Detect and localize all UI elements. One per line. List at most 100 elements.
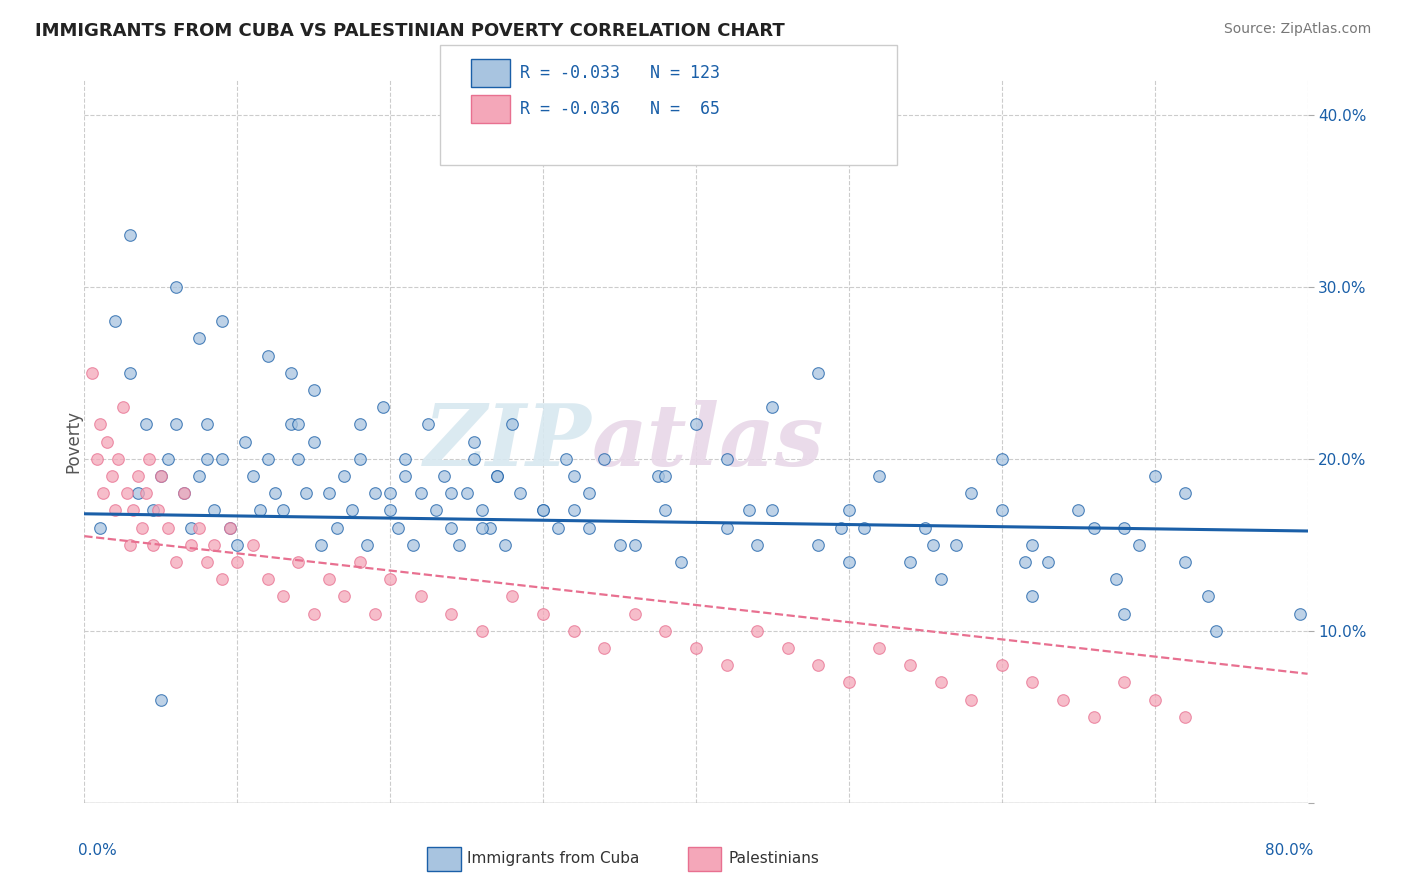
Point [1174,486,1197,500]
Point [280,417,302,432]
Point [302,434,325,449]
Point [647,469,669,483]
Point [80,366,103,380]
Point [494,538,516,552]
Point [333,590,356,604]
Point [685,417,707,432]
Point [86,451,108,466]
Point [180,538,202,552]
Point [1114,675,1136,690]
Point [929,675,952,690]
Point [195,451,218,466]
Point [202,503,225,517]
Point [838,555,860,569]
Point [394,469,416,483]
Point [142,538,165,552]
Point [1021,590,1043,604]
Point [1174,710,1197,724]
Point [202,538,225,552]
Y-axis label: Poverty: Poverty [65,410,82,473]
Point [654,624,676,638]
Point [135,417,157,432]
Point [165,555,187,569]
Point [761,503,783,517]
Point [127,469,149,483]
Point [991,451,1014,466]
Point [531,503,554,517]
Point [218,520,240,534]
Point [1197,590,1219,604]
Point [122,503,145,517]
Point [1021,675,1043,690]
Point [1174,555,1197,569]
Point [747,624,769,638]
Point [562,624,585,638]
Point [402,538,425,552]
Point [502,590,524,604]
Point [311,538,333,552]
Point [226,555,249,569]
Point [1052,692,1074,706]
Point [271,590,294,604]
Point [257,451,280,466]
Point [364,486,387,500]
Point [257,349,280,363]
Point [138,451,160,466]
Point [869,469,891,483]
Point [135,486,157,500]
Point [165,417,187,432]
Point [440,607,463,621]
Point [242,469,264,483]
Point [104,314,127,328]
Point [531,503,554,517]
Point [807,366,830,380]
Text: R = -0.036   N =  65: R = -0.036 N = 65 [520,100,720,118]
Point [838,503,860,517]
Point [471,503,494,517]
Point [233,434,256,449]
Point [624,607,647,621]
Point [149,469,172,483]
Point [478,520,501,534]
Point [349,555,371,569]
Point [249,503,271,517]
Point [131,520,153,534]
Point [562,469,585,483]
Text: Source: ZipAtlas.com: Source: ZipAtlas.com [1223,22,1371,37]
Point [149,469,172,483]
Point [609,538,631,552]
Point [960,486,983,500]
Point [418,417,440,432]
Point [1083,710,1105,724]
Point [127,486,149,500]
Point [302,383,325,397]
Text: ZIP: ZIP [425,400,592,483]
Point [624,538,647,552]
Point [486,469,509,483]
Point [287,417,309,432]
Text: atlas: atlas [592,400,824,483]
Point [776,640,799,655]
Point [115,486,138,500]
Point [349,451,371,466]
Point [340,503,363,517]
Point [1105,572,1128,586]
Point [157,451,180,466]
Point [1021,538,1043,552]
Point [356,538,378,552]
Point [578,520,600,534]
Point [226,538,249,552]
Point [716,658,738,673]
Point [325,520,347,534]
Point [898,555,921,569]
Point [945,538,967,552]
Point [654,503,676,517]
Point [287,451,309,466]
Point [440,486,463,500]
Point [425,503,447,517]
Point [142,503,165,517]
Point [456,486,478,500]
Point [96,434,118,449]
Point [394,451,416,466]
Point [1128,538,1150,552]
